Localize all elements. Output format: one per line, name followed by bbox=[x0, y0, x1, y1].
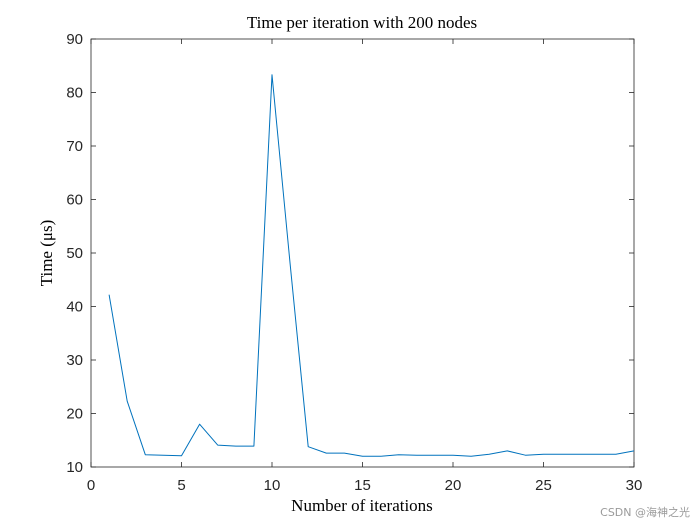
x-tick-label: 30 bbox=[626, 477, 643, 494]
y-tick-label: 90 bbox=[66, 31, 83, 48]
y-tick-label: 70 bbox=[66, 138, 83, 155]
y-tick-label: 30 bbox=[66, 352, 83, 369]
y-tick-label: 80 bbox=[66, 85, 83, 102]
y-tick-label: 60 bbox=[66, 192, 83, 209]
y-axis: 10 20 30 40 50 60 70 80 90 bbox=[66, 31, 634, 476]
y-axis-label: Time (μs) bbox=[37, 220, 56, 287]
x-axis: 0 5 10 15 20 25 30 bbox=[87, 39, 643, 494]
y-tick-label: 50 bbox=[66, 245, 83, 262]
axes-box bbox=[90, 38, 635, 468]
chart-title: Time per iteration with 200 nodes bbox=[247, 13, 477, 32]
watermark: CSDN @海神之光 bbox=[600, 505, 690, 519]
x-tick-label: 10 bbox=[264, 477, 281, 494]
x-tick-label: 5 bbox=[177, 477, 185, 494]
y-tick-label: 10 bbox=[66, 459, 83, 476]
x-tick-label: 15 bbox=[354, 477, 371, 494]
plot-area: 0 5 10 15 20 25 30 10 20 30 40 50 60 70 80 90 bbox=[66, 31, 642, 494]
x-tick-label: 0 bbox=[87, 477, 95, 494]
series-group bbox=[108, 74, 635, 457]
x-axis-label: Number of iterations bbox=[291, 496, 433, 515]
series-line bbox=[108, 74, 635, 457]
x-tick-label: 25 bbox=[535, 477, 552, 494]
y-tick-label: 40 bbox=[66, 299, 83, 316]
x-tick-label: 20 bbox=[445, 477, 462, 494]
y-tick-label: 20 bbox=[66, 406, 83, 423]
